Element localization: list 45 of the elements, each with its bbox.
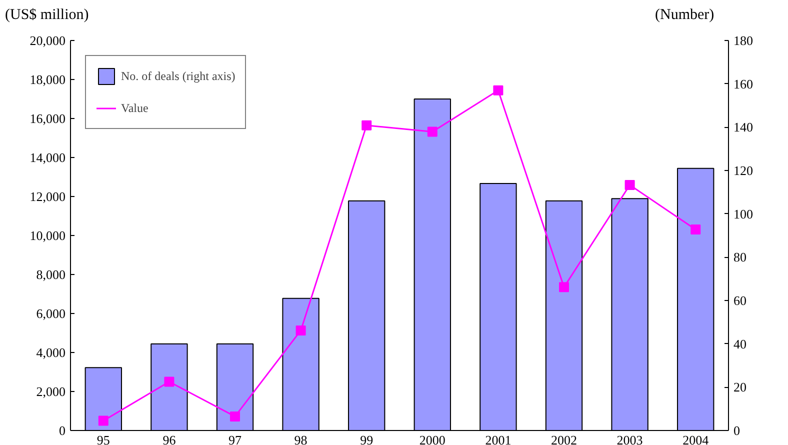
y2-tick-label: 40: [734, 336, 746, 352]
x-tick-label: 98: [294, 432, 308, 445]
point: [493, 85, 504, 96]
point: [362, 120, 372, 130]
y2-tick-label: 80: [734, 250, 746, 265]
point: [98, 416, 108, 426]
point: [427, 126, 438, 137]
x-tick-label: 2003: [616, 432, 643, 445]
x-tick-label: 2002: [551, 432, 577, 445]
legend-label: Value: [121, 100, 148, 116]
legend-label: No. of deals (right axis): [121, 68, 236, 84]
y-tick-label: 10,000: [30, 228, 66, 243]
y-tick-label: 16,000: [30, 111, 66, 126]
point: [690, 224, 701, 234]
point: [230, 411, 240, 422]
x-tick-label: 97: [228, 432, 242, 445]
x-tick-label: 2000: [419, 432, 446, 445]
x-tick-label: 95: [96, 432, 110, 445]
point: [164, 376, 174, 387]
y-tick-label: 6,000: [36, 306, 66, 321]
y-tick-label: 18,000: [30, 72, 66, 87]
y2-tick-label: 0: [734, 423, 740, 438]
y2-tick-label: 60: [734, 293, 746, 308]
y2-tick-label: 20: [734, 380, 746, 395]
x-tick-label: 2004: [682, 432, 710, 445]
point: [296, 325, 306, 336]
y-tick-label: 2,000: [36, 384, 66, 399]
y2-tick-label: 120: [734, 163, 753, 178]
x-tick-label: 99: [360, 432, 374, 445]
y-tick-label: 20,000: [30, 33, 66, 48]
point: [559, 282, 569, 292]
y-tick-label: 12,000: [30, 189, 66, 204]
y2-tick-label: 140: [734, 120, 753, 135]
point: [624, 180, 635, 190]
y-tick-label: 4,000: [36, 345, 66, 360]
x-tick-label: 2001: [485, 432, 512, 445]
y2-tick-label: 100: [734, 206, 753, 222]
y-tick-label: 14,000: [30, 150, 66, 165]
y2-tick-label: 180: [734, 33, 753, 48]
y2-axis-title: (Number): [655, 6, 714, 25]
y2-tick-label: 160: [734, 76, 753, 92]
y-axis-title: (US$ million): [5, 6, 89, 25]
x-tick-label: 96: [162, 432, 176, 445]
y-tick-label: 8,000: [36, 267, 66, 282]
y-tick-label: 0: [59, 423, 66, 438]
